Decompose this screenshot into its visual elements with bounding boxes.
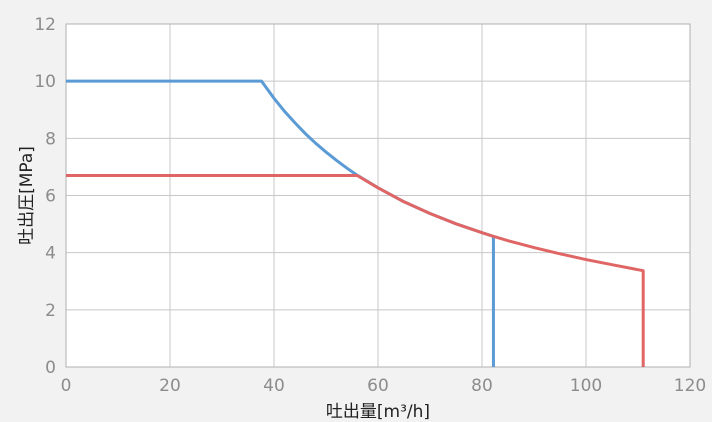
x-tick-label: 20 [159, 376, 181, 396]
series-line-2 [66, 173, 645, 367]
x-tick-label: 80 [471, 376, 493, 396]
y-tick-label: 12 [34, 15, 56, 35]
x-tick-label: 120 [674, 376, 706, 396]
tick-labels: 0 20 40 60 80 100 120 0 2 4 6 8 10 12 [34, 15, 706, 396]
y-tick-label: 2 [45, 301, 56, 321]
y-tick-label: 10 [34, 72, 56, 92]
y-tick-label: 8 [45, 129, 56, 149]
series-layer [66, 79, 645, 367]
x-axis-label: 吐出量[m³/h] [326, 402, 430, 422]
grid [65, 23, 691, 368]
y-tick-label: 4 [45, 244, 56, 264]
y-axis-label: 吐出圧[MPa] [17, 146, 37, 245]
x-tick-label: 60 [367, 376, 389, 396]
x-tick-label: 100 [570, 376, 602, 396]
x-tick-label: 0 [61, 376, 72, 396]
x-tick-label: 40 [263, 376, 285, 396]
y-tick-label: 6 [45, 187, 56, 207]
plot-border [65, 23, 691, 368]
y-tick-label: 0 [45, 358, 56, 378]
